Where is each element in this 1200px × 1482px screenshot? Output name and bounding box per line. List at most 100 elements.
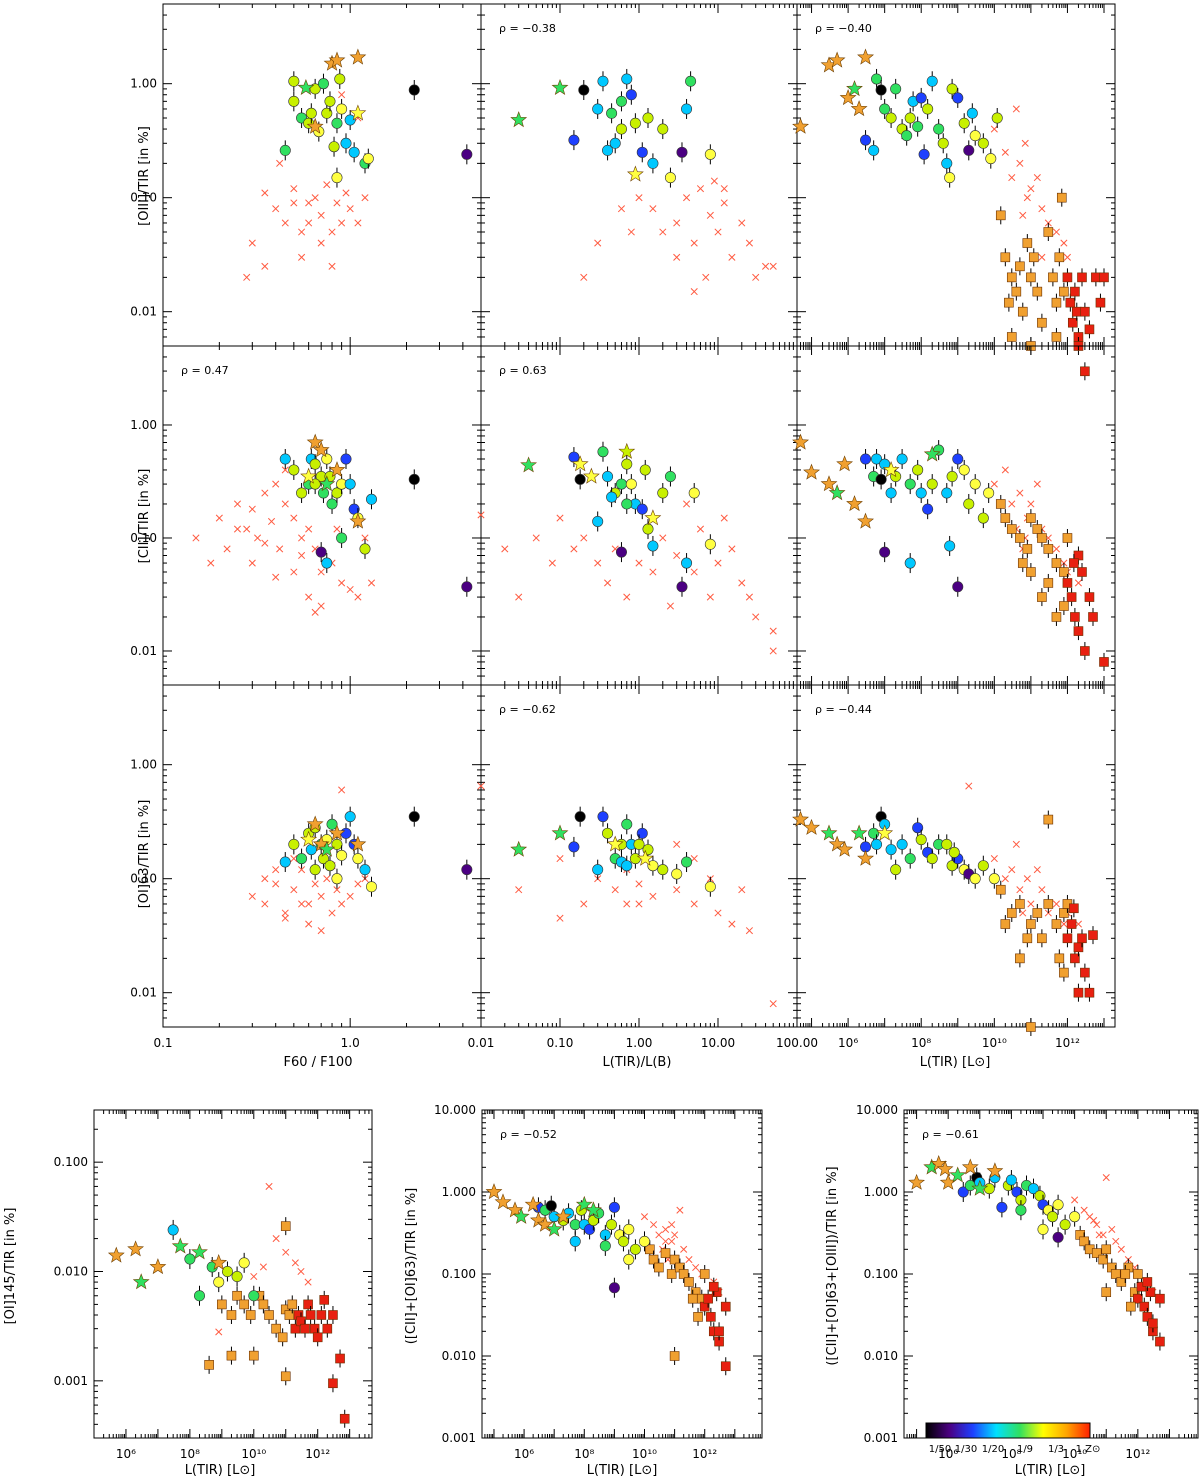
galaxy-square (1006, 908, 1017, 918)
dwarf-circle (621, 818, 633, 830)
rho-label: ρ = −0.52 (500, 1128, 557, 1141)
dwarf-star (618, 442, 636, 459)
literature-cross (738, 886, 746, 894)
literature-cross (361, 534, 369, 542)
literature-cross (311, 880, 319, 888)
dwarf-circle (647, 860, 659, 872)
dwarf-circle (948, 846, 960, 858)
literature-cross (477, 782, 485, 790)
literature-cross (290, 568, 298, 576)
dwarf-circle (991, 112, 1003, 124)
galaxy-square (1017, 558, 1028, 568)
ylabel-oiii-tir: [OIII]/TIR [in %] (137, 126, 152, 226)
dwarf-circle (926, 478, 938, 490)
dwarf-circle (647, 157, 659, 169)
literature-cross (1108, 1225, 1116, 1233)
literature-cross (650, 1221, 658, 1229)
literature-cross (272, 573, 280, 581)
dwarf-circle (597, 811, 609, 823)
dwarf-circle (918, 148, 930, 160)
dwarf-star (536, 1215, 554, 1232)
literature-cross (261, 262, 269, 270)
dwarf-circle (868, 827, 880, 839)
dwarf-star (512, 1207, 530, 1224)
dwarf-circle (969, 873, 981, 885)
dwarf-circle (657, 123, 669, 135)
literature-cross (1093, 1221, 1101, 1229)
literature-cross (720, 514, 728, 522)
dwarf-circle (615, 123, 627, 135)
literature-cross (1016, 159, 1024, 167)
y-tick-label: 0.001 (54, 1374, 88, 1388)
galaxy-square (1077, 272, 1087, 283)
dwarf-star (792, 433, 810, 450)
literature-cross (1102, 1174, 1110, 1182)
galaxy-square (1026, 513, 1036, 523)
galaxy-square (1037, 533, 1047, 543)
galaxy-square (1084, 592, 1095, 602)
rho-label: ρ = −0.62 (499, 703, 556, 716)
literature-cross (298, 866, 306, 874)
dwarf-circle (213, 1276, 225, 1288)
galaxy-square (1062, 272, 1073, 283)
panel-p10: 0.001 0.010 0.100 10⁶ 10⁸ 10¹⁰ 10¹² (54, 1109, 373, 1461)
rho-label: ρ = 0.47 (181, 364, 229, 377)
literature-cross (311, 194, 319, 202)
dwarf-star (306, 815, 324, 832)
rho-label: ρ = −0.40 (815, 22, 872, 35)
galaxy-square (322, 1323, 333, 1334)
galaxy-square (1051, 558, 1062, 568)
galaxy-square (1054, 953, 1065, 964)
literature-cross (265, 1182, 273, 1190)
galaxy-square (312, 1332, 323, 1343)
literature-cross (328, 228, 336, 236)
galaxy-square (1079, 1236, 1089, 1247)
dwarf-circle (1069, 1211, 1081, 1223)
dwarf-circle (321, 453, 333, 465)
dwarf-star (828, 51, 846, 68)
y-tick-label: 1.00 (130, 758, 157, 772)
dwarf-circle (944, 540, 956, 552)
literature-cross (738, 579, 746, 587)
literature-cross (323, 875, 331, 883)
dwarf-circle (963, 498, 975, 510)
literature-cross (673, 886, 681, 894)
galaxy-square (1139, 1301, 1150, 1312)
galaxy-square (1026, 919, 1036, 929)
dwarf-circle (344, 478, 356, 490)
dwarf-star (923, 445, 941, 462)
dwarf-circle (868, 144, 880, 156)
galaxy-square (1051, 612, 1062, 622)
dwarf-circle (664, 172, 676, 184)
literature-cross (367, 579, 376, 587)
literature-cross (685, 1256, 693, 1264)
literature-cross (671, 1231, 679, 1239)
x-tick-label: 10⁶ (838, 1036, 858, 1050)
galaxy-square (1101, 1287, 1112, 1297)
literature-cross (272, 205, 280, 213)
dwarf-circle (926, 75, 938, 87)
dwarf-star (171, 1237, 189, 1254)
xlabel-ltir-b2: L(TIR) [L⊙] (587, 1463, 658, 1478)
literature-cross (311, 608, 319, 616)
colorbar-label-1-50: 1/50 (929, 1444, 951, 1455)
literature-cross (282, 1248, 290, 1256)
galaxy-square (1015, 533, 1025, 543)
literature-cross (690, 568, 698, 576)
dwarf-circle (288, 75, 300, 87)
dwarf-circle (1052, 1199, 1064, 1211)
dwarf-circle (937, 137, 949, 149)
galaxy-square (1155, 1336, 1165, 1347)
dwarf-circle (362, 153, 374, 165)
dwarf-star (876, 824, 894, 841)
dwarf-circle (904, 853, 916, 865)
literature-cross (338, 91, 346, 99)
panel-p8: 0.01 0.10 1.00 10.00 100.00 ρ = −0.62 (468, 684, 818, 1050)
dwarf-star (820, 824, 838, 841)
ylabel-cii-tir: [CII]/TIR [in %] (137, 469, 152, 564)
dwarf-circle (904, 557, 916, 569)
literature-cross (243, 525, 251, 533)
literature-cross (298, 900, 306, 908)
y-tick-label: 0.010 (54, 1264, 88, 1278)
dwarf-circle (629, 117, 641, 129)
